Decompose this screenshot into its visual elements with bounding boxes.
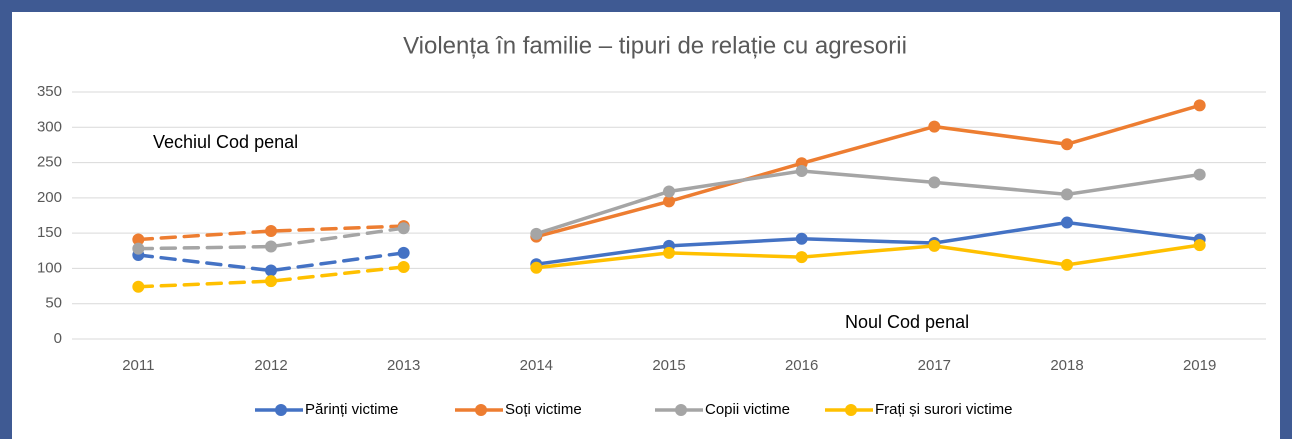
legend-label: Frați și surori victime	[875, 401, 1013, 418]
series-line	[534, 169, 1202, 236]
x-tick-label: 2018	[1050, 357, 1083, 374]
legend-marker	[675, 404, 687, 416]
data-point	[795, 165, 808, 178]
series-line	[534, 243, 1202, 270]
data-point	[265, 264, 277, 277]
legend-marker	[845, 404, 857, 416]
data-point	[795, 232, 808, 245]
data-point	[132, 242, 145, 255]
x-tick-label: 2012	[254, 357, 287, 374]
data-point	[1061, 188, 1073, 201]
x-tick-label: 2014	[520, 357, 553, 374]
y-tick-label: 350	[37, 83, 62, 100]
data-point	[265, 225, 277, 238]
data-point	[928, 239, 941, 252]
period-label: Vechiul Cod penal	[153, 132, 298, 152]
data-point	[1061, 216, 1073, 229]
data-point	[663, 185, 675, 198]
data-point	[1061, 258, 1073, 271]
y-tick-label: 200	[37, 189, 62, 206]
data-point	[132, 233, 145, 246]
y-tick-label: 100	[37, 259, 62, 276]
data-point	[1193, 168, 1206, 181]
series-line	[534, 103, 1202, 239]
data-point	[1193, 99, 1206, 112]
chart-title: Violența în familie – tipuri de relație …	[403, 32, 907, 59]
series-line	[136, 251, 406, 273]
y-tick-label: 50	[45, 295, 62, 312]
data-point	[530, 261, 543, 274]
legend-label: Părinți victime	[305, 401, 398, 418]
legend-label: Copii victime	[705, 401, 790, 418]
period-label: Noul Cod penal	[845, 312, 969, 332]
data-point	[663, 195, 675, 208]
x-tick-label: 2016	[785, 357, 818, 374]
data-point	[1061, 138, 1073, 151]
legend-label: Soți victime	[505, 401, 582, 418]
x-tick-label: 2015	[652, 357, 685, 374]
legend-marker	[475, 404, 487, 416]
y-tick-label: 0	[54, 330, 62, 347]
series-line	[136, 226, 406, 251]
y-tick-label: 150	[37, 224, 62, 241]
data-point	[132, 280, 145, 293]
series-line	[136, 224, 406, 242]
data-point	[397, 246, 410, 259]
data-point	[397, 222, 410, 235]
x-tick-label: 2019	[1183, 357, 1216, 374]
series-line	[136, 265, 406, 289]
data-point	[1193, 239, 1206, 252]
x-tick-label: 2017	[918, 357, 951, 374]
legend-marker	[275, 404, 287, 416]
x-tick-label: 2011	[122, 357, 154, 374]
data-point	[928, 176, 941, 189]
series-line	[534, 220, 1202, 266]
data-point	[795, 251, 808, 264]
data-point	[663, 246, 675, 259]
data-point	[928, 120, 941, 133]
x-tick-label: 2013	[387, 357, 420, 374]
y-tick-label: 250	[37, 154, 62, 171]
data-point	[530, 227, 543, 240]
data-point	[265, 240, 277, 253]
data-point	[265, 275, 277, 288]
y-tick-label: 300	[37, 118, 62, 135]
data-point	[397, 261, 410, 274]
